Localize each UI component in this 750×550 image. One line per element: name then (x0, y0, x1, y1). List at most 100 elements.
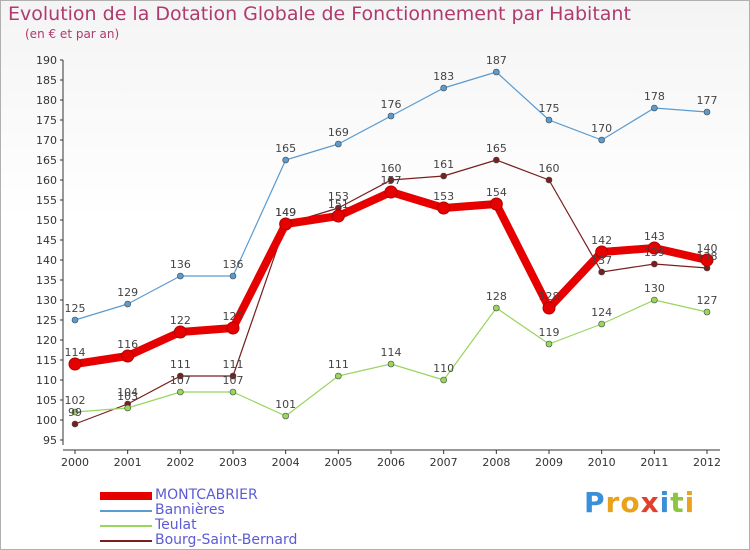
x-tick-label: 2001 (114, 456, 142, 469)
data-label-teulat: 102 (65, 394, 86, 407)
legend-label-teulat: Teulat (155, 517, 197, 533)
data-point-teulat (598, 320, 605, 328)
data-point-montcabrier (647, 241, 661, 255)
logo-letter: P (584, 486, 606, 519)
data-label-montcabrier: 116 (117, 338, 138, 351)
legend-swatch-bourg-saint-bernard (100, 540, 152, 542)
data-point-bourg-saint-bernard (493, 156, 500, 164)
y-tick-label: 105 (36, 394, 57, 407)
data-label-bannieres: 125 (65, 302, 86, 315)
y-tick-label: 125 (36, 314, 57, 327)
data-label-teulat: 103 (117, 390, 138, 403)
data-label-bourg-saint-bernard: 99 (68, 406, 82, 419)
data-point-teulat (703, 308, 711, 316)
data-point-teulat (335, 372, 342, 380)
logo-letter: o (620, 486, 641, 519)
data-point-montcabrier (68, 357, 82, 371)
data-point-montcabrier (542, 301, 556, 315)
y-tick-label: 175 (36, 114, 57, 127)
data-point-bannieres (598, 136, 605, 144)
data-point-bannieres (124, 300, 131, 308)
data-label-montcabrier: 142 (591, 234, 612, 247)
data-point-bannieres (335, 140, 342, 148)
legend-label-bourg-saint-bernard: Bourg-Saint-Bernard (155, 532, 298, 548)
data-point-bannieres (387, 112, 395, 120)
data-label-teulat: 101 (275, 398, 296, 411)
logo-letter: i (659, 486, 671, 519)
data-label-bannieres: 187 (486, 54, 507, 67)
data-point-montcabrier (384, 185, 398, 199)
data-point-teulat (124, 404, 131, 412)
data-label-bourg-saint-bernard: 111 (170, 358, 191, 371)
data-point-bannieres (651, 104, 658, 112)
data-point-teulat (71, 408, 79, 416)
data-point-bannieres (545, 116, 553, 124)
data-label-teulat: 119 (539, 326, 560, 339)
data-label-montcabrier: 157 (381, 174, 402, 187)
data-label-bourg-saint-bernard: 153 (328, 190, 349, 203)
data-point-bannieres (703, 108, 711, 116)
data-label-teulat: 110 (433, 362, 454, 375)
data-label-bannieres: 170 (591, 122, 612, 135)
data-point-teulat (229, 388, 237, 396)
data-point-montcabrier (121, 349, 135, 363)
data-label-teulat: 107 (223, 374, 244, 387)
y-tick-label: 145 (36, 234, 57, 247)
data-label-bourg-saint-bernard: 160 (381, 162, 402, 175)
y-tick-label: 150 (36, 214, 57, 227)
y-tick-label: 120 (36, 334, 57, 347)
data-label-bourg-saint-bernard: 165 (486, 142, 507, 155)
data-label-bannieres: 175 (539, 102, 560, 115)
data-label-bannieres: 176 (381, 98, 402, 111)
data-point-montcabrier (437, 201, 451, 215)
y-tick-label: 100 (36, 414, 57, 427)
data-label-bourg-saint-bernard: 161 (433, 158, 454, 171)
data-point-montcabrier (595, 245, 609, 259)
data-label-teulat: 107 (170, 374, 191, 387)
data-label-teulat: 124 (591, 306, 612, 319)
data-label-bannieres: 183 (433, 70, 454, 83)
x-tick-label: 2003 (219, 456, 247, 469)
data-label-montcabrier: 151 (328, 198, 349, 211)
data-label-bourg-saint-bernard: 160 (539, 162, 560, 175)
data-point-teulat (387, 360, 395, 368)
y-tick-label: 185 (36, 74, 57, 87)
y-tick-label: 155 (36, 194, 57, 207)
data-label-montcabrier: 149 (275, 206, 296, 219)
data-label-montcabrier: 114 (65, 346, 86, 359)
data-label-bourg-saint-bernard: 138 (697, 250, 718, 263)
logo-letter: r (605, 486, 621, 519)
x-tick-label: 2004 (272, 456, 300, 469)
y-tick-label: 180 (36, 94, 57, 107)
data-label-bannieres: 136 (223, 258, 244, 271)
y-tick-label: 95 (43, 434, 57, 447)
data-point-bourg-saint-bernard (229, 372, 237, 380)
data-label-montcabrier: 128 (539, 290, 560, 303)
data-point-bannieres (71, 316, 79, 324)
legend-label-bannieres: Bannières (155, 502, 225, 518)
x-tick-label: 2000 (61, 456, 89, 469)
legend-swatch-teulat (100, 525, 152, 527)
legend-swatch-montcabrier (100, 492, 152, 500)
data-point-montcabrier (226, 321, 240, 335)
data-point-bourg-saint-bernard (545, 176, 553, 184)
data-point-bourg-saint-bernard (177, 372, 184, 380)
logo-letter: t (670, 486, 685, 519)
chart-subtitle: (en € et par an) (25, 27, 120, 41)
data-label-teulat: 114 (381, 346, 402, 359)
proxiti-logo: Proxiti (584, 486, 695, 519)
data-point-montcabrier (279, 217, 293, 231)
data-point-bourg-saint-bernard (387, 176, 395, 184)
data-label-teulat: 111 (328, 358, 349, 371)
data-label-teulat: 130 (644, 282, 665, 295)
data-point-bourg-saint-bernard (71, 420, 79, 428)
data-point-teulat (282, 412, 289, 420)
data-point-teulat (545, 340, 553, 348)
x-tick-label: 2010 (588, 456, 616, 469)
data-point-teulat (651, 296, 658, 304)
data-label-bourg-saint-bernard: 137 (591, 254, 612, 267)
y-tick-label: 170 (36, 134, 57, 147)
data-label-bannieres: 169 (328, 126, 349, 139)
legend-swatch-bannieres (100, 510, 152, 512)
